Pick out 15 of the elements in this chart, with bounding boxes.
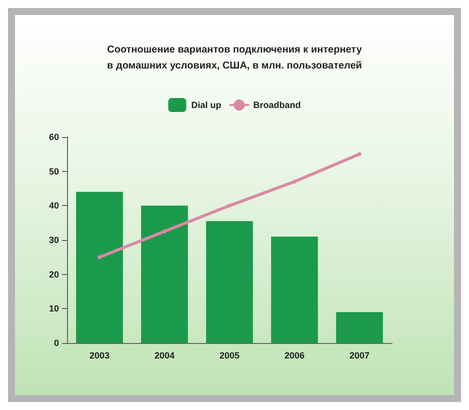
x-tick-label: 2006 (284, 350, 305, 360)
y-tick-label: 50 (48, 166, 59, 176)
legend-label: Broadband (253, 100, 301, 110)
y-tick-label: 30 (48, 235, 59, 245)
y-tick-label: 20 (48, 269, 59, 280)
x-tick-label: 2004 (154, 350, 175, 360)
y-tick-label: 40 (48, 200, 59, 211)
y-tick-label: 60 (48, 132, 59, 142)
x-tick-label: 2005 (219, 350, 240, 360)
chart-title: Соотношение вариантов подключения к интернету в домашних условиях, США, в млн. пользователей (107, 44, 362, 72)
y-tick-label: 10 (48, 304, 59, 314)
x-tick-label: 2003 (89, 350, 110, 360)
y-tick-label: 0 (54, 338, 59, 348)
x-tick-label: 2007 (349, 350, 370, 360)
legend-label: Dial up (191, 100, 222, 110)
